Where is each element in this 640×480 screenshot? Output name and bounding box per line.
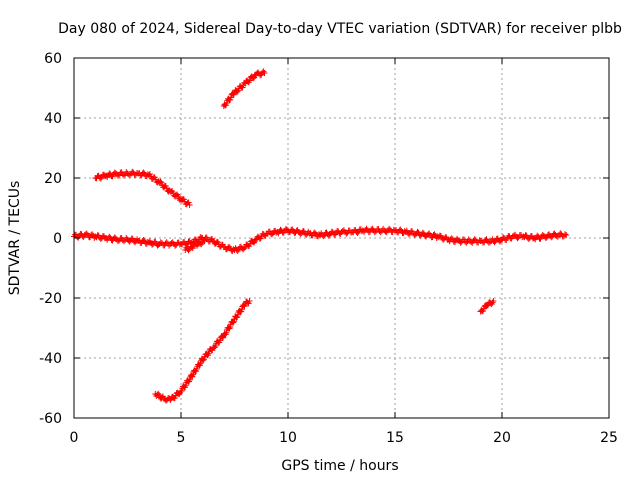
data-point-fill: [268, 231, 275, 238]
data-point: [201, 238, 208, 244]
x-tick-label: 25: [600, 430, 618, 446]
data-point-fill: [223, 329, 230, 336]
y-tick-label: -40: [39, 351, 62, 367]
y-tick-label: -20: [39, 291, 62, 307]
data-point-fill: [241, 245, 248, 252]
data-point-fill: [200, 356, 207, 363]
data-point-fill: [172, 242, 179, 249]
data-point-fill: [557, 230, 564, 237]
data-point-fill: [471, 236, 478, 243]
data-point-fill: [354, 230, 361, 236]
data-point-fill: [120, 238, 127, 245]
chart-title: Day 080 of 2024, Sidereal Day-to-day VTE…: [58, 21, 622, 37]
data-point-fill: [246, 77, 253, 84]
y-tick-label: 60: [44, 51, 62, 67]
data-point-fill: [163, 239, 170, 246]
data-point: [490, 298, 497, 304]
data-point-fill: [419, 229, 426, 236]
x-tick-label: 5: [177, 430, 186, 446]
data-point-fill: [414, 228, 421, 235]
data-point-fill: [175, 193, 182, 199]
data-point-fill: [230, 319, 237, 326]
data-point-fill: [178, 387, 185, 394]
data-point-fill: [193, 366, 200, 372]
y-tick-label: -60: [39, 411, 62, 427]
data-point-fill: [250, 75, 257, 82]
data-point-fill: [371, 229, 378, 236]
data-point-fill: [240, 302, 247, 309]
data-point-fill: [155, 390, 162, 397]
data-point-fill: [227, 324, 234, 330]
data-point-fill: [185, 247, 192, 254]
data-point-fill: [514, 235, 521, 242]
data-point-fill: [448, 235, 455, 242]
data-point-fill: [234, 247, 241, 254]
data-point-fill: [197, 360, 204, 367]
data-point-fill: [386, 225, 393, 232]
data-point-fill: [200, 237, 207, 244]
data-point-fill: [212, 343, 219, 349]
data-point-fill: [97, 175, 104, 182]
x-tick-label: 0: [70, 430, 79, 446]
data-point-fill: [548, 234, 555, 241]
data-point-fill: [491, 239, 498, 246]
data-point-fill: [238, 306, 245, 313]
data-point: [261, 70, 268, 76]
data-points: [71, 68, 570, 404]
data-point-fill: [311, 229, 318, 236]
data-point-fill: [562, 231, 568, 238]
data-point-fill: [457, 239, 464, 246]
data-point-fill: [320, 233, 327, 240]
x-tick-label: 10: [279, 430, 297, 446]
x-tick-label: 20: [493, 430, 511, 446]
data-point-fill: [157, 178, 164, 185]
data-point-fill: [190, 371, 196, 378]
data-point-fill: [200, 357, 207, 364]
data-point-fill: [235, 87, 242, 94]
x-axis-label: GPS time / hours: [281, 458, 398, 474]
data-point-fill: [205, 350, 212, 357]
data-point-fill: [106, 233, 113, 240]
data-point: [188, 373, 195, 379]
data-point-fill: [140, 237, 147, 243]
data-point-fill: [223, 100, 230, 107]
data-point-fill: [217, 337, 223, 344]
data-point-fill: [343, 230, 350, 237]
y-tick-label: 20: [44, 171, 62, 187]
data-point-fill: [140, 169, 147, 176]
axis-ticks: 0 5 10 15 20 25 -60 -40 -20 0 20 40 60: [39, 51, 618, 446]
data-point-fill: [182, 382, 189, 389]
data-point: [186, 202, 193, 208]
data-point-fill: [120, 172, 127, 179]
data-point-fill: [158, 179, 165, 186]
data-point-fill: [397, 226, 404, 233]
data-point-fill: [227, 94, 234, 101]
data-point-fill: [186, 376, 193, 383]
y-tick-label: 40: [44, 111, 62, 127]
data-point-fill: [234, 311, 241, 318]
data-point-fill: [115, 172, 121, 179]
data-point-fill: [542, 235, 549, 242]
data-point: [563, 232, 570, 238]
data-point-fill: [230, 90, 237, 97]
data-point: [246, 298, 253, 304]
x-tick-label: 15: [386, 430, 404, 446]
data-point: [167, 397, 174, 403]
y-tick-label: 0: [53, 231, 62, 247]
y-axis-label: SDTVAR / TECUs: [7, 181, 23, 296]
data-point-fill: [234, 88, 241, 95]
